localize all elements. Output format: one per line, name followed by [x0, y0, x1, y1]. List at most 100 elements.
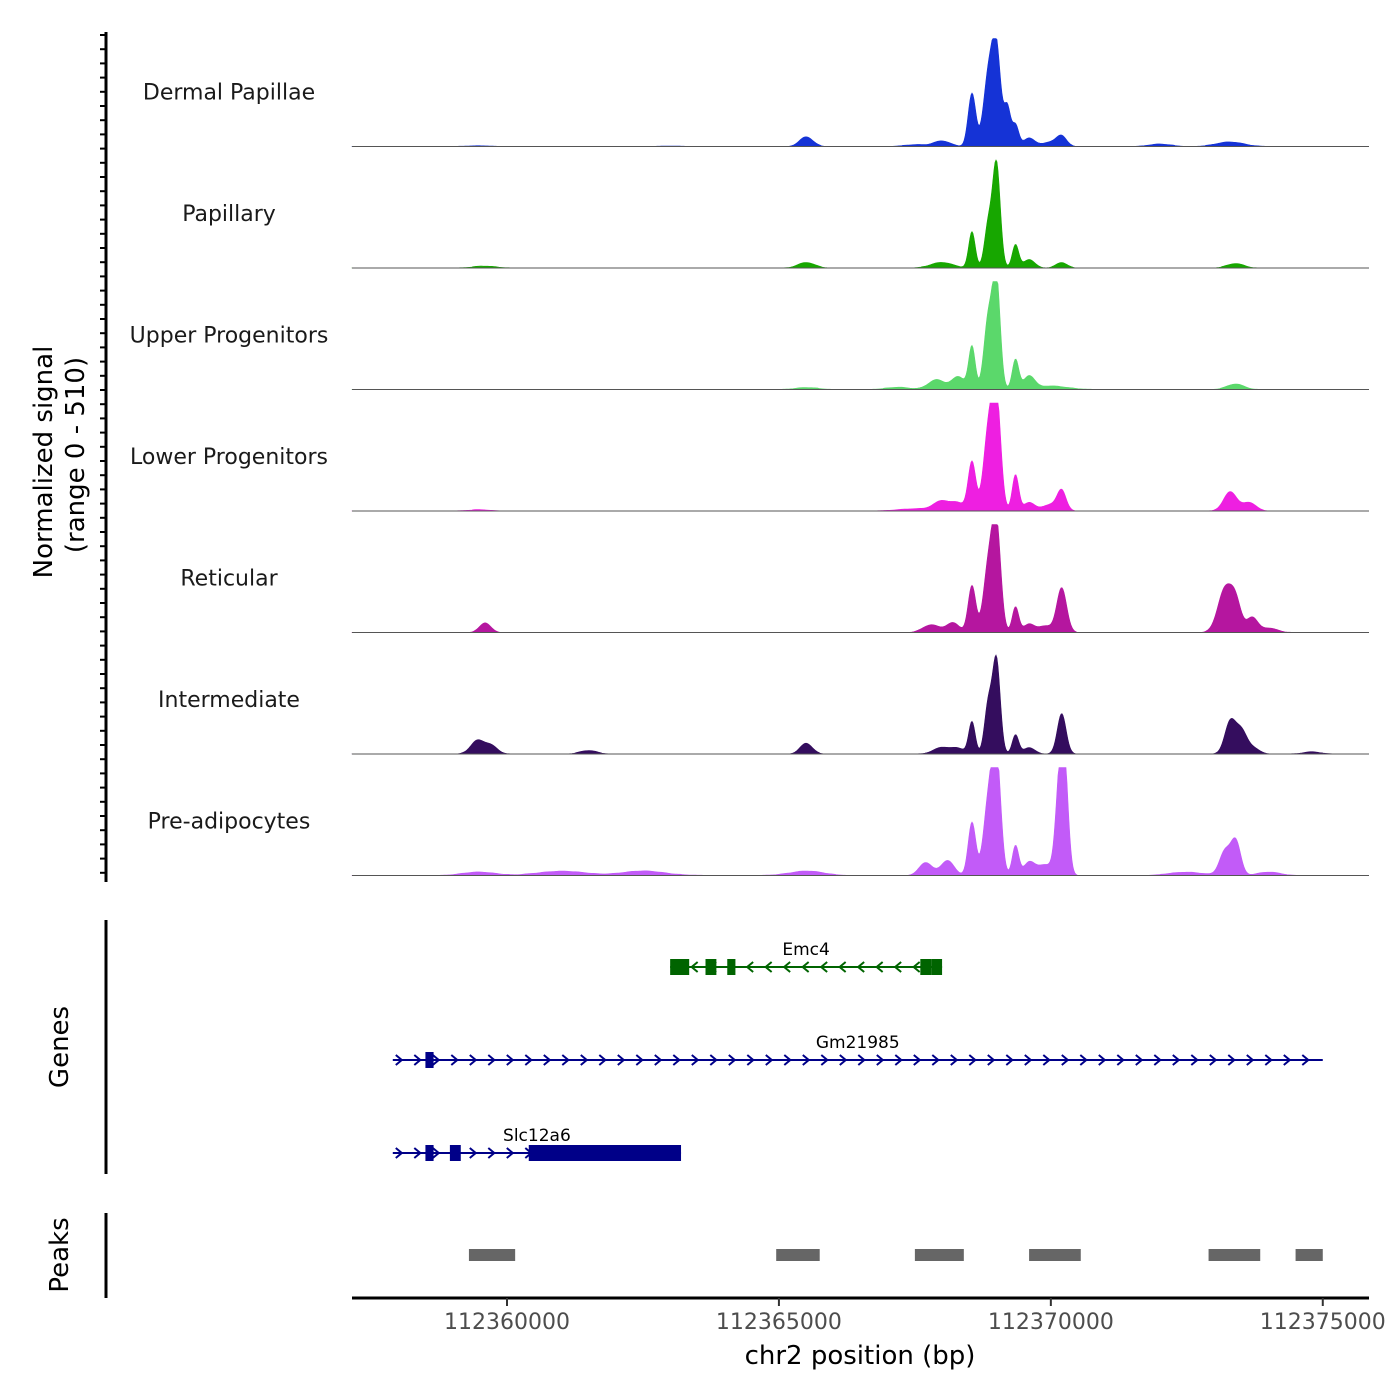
strand-arrow: [487, 1054, 496, 1066]
coverage-track: Papillary: [182, 159, 1370, 269]
gene-name-label: Emc4: [782, 940, 829, 960]
track-label: Dermal Papillae: [143, 81, 315, 106]
strand-arrow: [1209, 1054, 1218, 1066]
strand-arrow: [506, 1054, 515, 1066]
strand-arrow: [487, 1147, 496, 1159]
strand-arrow: [450, 1054, 459, 1066]
strand-arrow: [1098, 1054, 1107, 1066]
strand-arrow: [1135, 1054, 1144, 1066]
strand-arrow: [893, 961, 902, 973]
strand-arrow: [912, 961, 921, 973]
strand-arrow: [802, 1054, 811, 1066]
coverage-ylabel-line2: (range 0 - 510): [61, 357, 91, 553]
gene-name-label: Slc12a6: [503, 1126, 571, 1146]
x-axis-label: chr2 position (bp): [745, 1341, 976, 1371]
gene-exon: [449, 1145, 461, 1161]
strand-arrow: [894, 1054, 903, 1066]
strand-arrow: [598, 1054, 607, 1066]
x-tick-label: 112365000: [716, 1310, 842, 1335]
strand-arrow: [580, 1054, 589, 1066]
strand-arrow: [432, 1147, 441, 1159]
strand-arrow: [543, 1054, 552, 1066]
strand-arrow: [931, 1054, 940, 1066]
coverage-area: [351, 402, 1370, 512]
peak-region: [1208, 1249, 1261, 1261]
coverage-area: [351, 654, 1370, 755]
track-label: Reticular: [180, 567, 278, 592]
strand-arrow: [1153, 1054, 1162, 1066]
gene-name-label: Gm21985: [816, 1033, 900, 1053]
peak-regions: [468, 1249, 1323, 1261]
strand-arrow: [690, 961, 699, 973]
strand-arrow: [413, 1147, 422, 1159]
strand-arrow: [1190, 1054, 1199, 1066]
gene-exon: [920, 959, 932, 975]
strand-arrow: [469, 1054, 478, 1066]
strand-arrow: [968, 1054, 977, 1066]
gene-annotations: Emc4 Gm21985 Slc12a6: [392, 940, 1323, 1161]
strand-arrow: [654, 1054, 663, 1066]
strand-arrow: [782, 961, 791, 973]
strand-arrow: [1264, 1054, 1273, 1066]
peaks-label: Peaks: [45, 1217, 75, 1292]
strand-arrow: [413, 1054, 422, 1066]
coverage-area: [351, 38, 1370, 147]
strand-arrow: [764, 961, 773, 973]
strand-arrow: [395, 1147, 404, 1159]
strand-arrow: [1061, 1054, 1070, 1066]
strand-arrow: [745, 961, 754, 973]
track-label: Upper Progenitors: [130, 324, 329, 349]
coverage-y-ticks: [100, 34, 106, 874]
x-tick-label: 112360000: [444, 1310, 570, 1335]
strand-arrow: [617, 1054, 626, 1066]
strand-arrow: [506, 1147, 515, 1159]
genes-label: Genes: [45, 1006, 75, 1088]
gene-exon: [425, 1145, 434, 1161]
strand-arrow: [635, 1054, 644, 1066]
x-tick-label: 112370000: [988, 1310, 1114, 1335]
strand-arrow: [1079, 1054, 1088, 1066]
strand-arrow: [783, 1054, 792, 1066]
peak-region: [776, 1249, 820, 1261]
strand-arrow: [819, 961, 828, 973]
strand-arrow: [728, 1054, 737, 1066]
coverage-area: [351, 281, 1370, 390]
strand-arrow: [469, 1147, 478, 1159]
strand-arrow: [395, 1054, 404, 1066]
strand-arrow: [1116, 1054, 1125, 1066]
gene-exon: [528, 1145, 682, 1161]
gene-slc12a6: Slc12a6: [392, 1126, 682, 1161]
coverage-track: Dermal Papillae: [143, 38, 1370, 147]
gene-exon: [425, 1052, 434, 1068]
strand-arrow: [1283, 1054, 1292, 1066]
x-tick-label: 112375000: [1260, 1310, 1386, 1335]
strand-arrow: [875, 961, 884, 973]
strand-arrow: [1246, 1054, 1255, 1066]
coverage-tracks: Dermal Papillae Papillary Upper Progenitor…: [130, 38, 1370, 876]
strand-arrow: [913, 1054, 922, 1066]
strand-arrow: [987, 1054, 996, 1066]
strand-arrow: [1024, 1054, 1033, 1066]
gene-exon: [670, 959, 690, 975]
coverage-track: Pre-adipocytes: [148, 767, 1370, 876]
coverage-ylabel-line1: Normalized signal: [29, 346, 59, 579]
peak-region: [468, 1249, 516, 1261]
gene-exon: [931, 959, 943, 975]
strand-arrow: [876, 1054, 885, 1066]
coverage-area: [351, 524, 1370, 633]
strand-arrow: [691, 1054, 700, 1066]
track-label: Pre-adipocytes: [148, 810, 311, 835]
track-label: Intermediate: [158, 688, 300, 713]
peak-region: [1029, 1249, 1081, 1261]
track-label: Papillary: [182, 202, 276, 227]
strand-arrow: [561, 1054, 570, 1066]
strand-arrow: [950, 1054, 959, 1066]
strand-arrow: [746, 1054, 755, 1066]
coverage-track: Lower Progenitors: [130, 402, 1370, 512]
coverage-track: Intermediate: [158, 654, 1370, 755]
strand-arrow: [672, 1054, 681, 1066]
strand-arrow: [1172, 1054, 1181, 1066]
strand-arrow: [857, 1054, 866, 1066]
coverage-track: Upper Progenitors: [130, 281, 1370, 390]
